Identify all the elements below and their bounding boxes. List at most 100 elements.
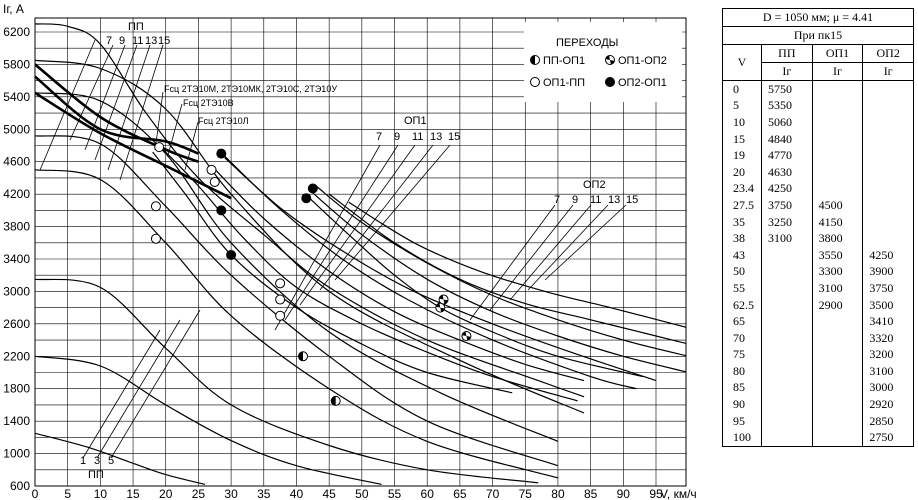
leader-line	[284, 144, 399, 321]
table-cell-current	[761, 379, 813, 397]
table-cell-current	[811, 163, 864, 181]
leader-line	[69, 44, 114, 141]
table-cell-current: 2750	[862, 429, 914, 448]
table-cell-current: 3100	[811, 280, 864, 297]
table-cell-v: 23.4	[722, 180, 762, 198]
table-cell-current: 4770	[761, 147, 813, 164]
leader-line	[319, 144, 434, 291]
table-cell-current: 4250	[761, 180, 813, 198]
table-row: 65 3410	[722, 313, 914, 330]
transition-point-filled	[216, 205, 227, 216]
y-tick-label: 3000	[3, 284, 30, 298]
transition-point-half	[330, 395, 341, 406]
legend-marker-half	[530, 55, 540, 65]
transition-point-open	[275, 310, 286, 321]
table-cell-current: 3750	[761, 197, 813, 214]
table-cell-current	[862, 163, 914, 181]
table-row: 50 3300 3900	[722, 263, 914, 281]
y-tick-label: 2600	[3, 317, 30, 331]
table-cell-v: 43	[722, 246, 762, 264]
table-cell-current: 5350	[761, 97, 813, 115]
table-cell-v: 70	[722, 329, 762, 347]
leader-line	[509, 204, 592, 301]
label-op1-position: 15	[448, 131, 460, 143]
curve-op2	[309, 197, 644, 378]
table-v-header: V	[722, 44, 762, 81]
table-row: 70 3320	[722, 329, 914, 347]
table-cell-current	[811, 379, 864, 397]
leader-line	[96, 319, 181, 459]
table-cell-current	[811, 412, 864, 430]
table-cell-current: 3300	[811, 263, 864, 281]
transition-point-open	[150, 233, 161, 244]
chart-grid	[34, 17, 687, 487]
table-cell-current: 4630	[761, 163, 813, 181]
table-cell-current: 2850	[862, 412, 914, 430]
x-tick-label: 90	[617, 487, 631, 500]
leader-line	[119, 44, 164, 181]
y-tick-label: 3400	[3, 252, 30, 266]
table-cell-current	[811, 130, 864, 148]
table-cell-current	[761, 246, 813, 264]
x-tick-label: 5	[64, 487, 71, 500]
label-op1-position: 13	[430, 131, 442, 143]
table-cell-current	[761, 296, 813, 314]
x-tick-label: 45	[322, 487, 336, 500]
table-cell-v: 85	[722, 379, 762, 397]
table-row: 10 5060	[722, 114, 914, 131]
axis-ticks: 0 5 10 15 20 25 30 35 40 45 50 55 60 65 70 75 80 85 90 9560…	[3, 2, 697, 500]
leader-line	[469, 204, 556, 321]
table-row: 38 3100 3800	[722, 230, 914, 247]
label-pp-position: 1	[80, 455, 86, 467]
table-cell-current: 4500	[811, 197, 864, 214]
y-tick-label: 6200	[3, 25, 30, 39]
leader-line	[299, 144, 416, 306]
table-cell-current	[811, 147, 864, 164]
table-row: 5 5350	[722, 97, 914, 115]
leader-line	[167, 103, 183, 156]
label-op1: ОП1	[404, 115, 427, 127]
label-pp-position: 13	[145, 35, 157, 47]
label-pp-position: 11	[132, 35, 143, 47]
table-cell-v: 35	[722, 213, 762, 231]
table-cell-current	[811, 429, 864, 448]
table-col-header-op1: ОП1	[811, 44, 864, 63]
x-tick-label: 60	[421, 487, 435, 500]
transition-point-filled	[226, 249, 237, 260]
legend-marker-filled	[605, 77, 615, 87]
x-tick-label: 55	[388, 487, 402, 500]
table-cell-current: 3100	[862, 363, 914, 380]
table-cell-current: 3750	[862, 280, 914, 297]
x-tick-label: 0	[32, 487, 39, 500]
table-cell-v: 75	[722, 346, 762, 364]
table-cell-current: 3500	[862, 296, 914, 314]
leader-line	[110, 309, 201, 459]
table-cell-current	[862, 80, 914, 98]
table-cell-current	[761, 280, 813, 297]
table-col-header-op2: ОП2	[862, 44, 914, 63]
chart-curves	[35, 23, 686, 485]
y-tick-label: 4200	[3, 187, 30, 201]
legend-item-label: ОП1-ОП2	[618, 55, 667, 67]
transition-point-cross	[435, 302, 446, 313]
table-cell-current: 3800	[811, 230, 864, 247]
table-cell-current	[761, 396, 813, 413]
table-cell-current: 3900	[862, 263, 914, 281]
label-pp-position: 3	[94, 455, 100, 467]
curve-op1	[211, 165, 585, 382]
table-cell-v: 19	[722, 147, 762, 164]
transition-point-cross	[461, 331, 472, 342]
table-cell-v: 95	[722, 412, 762, 430]
x-tick-label: 40	[290, 487, 304, 500]
label-op2-position: 9	[572, 194, 578, 206]
table-cell-current	[862, 230, 914, 247]
table-cell-current: 5750	[761, 80, 813, 98]
transition-point-filled	[301, 193, 312, 204]
table-body: 0 5750 5 5350 10 5060 15 4840 19 4770 20 4630 23.4 42…	[722, 80, 914, 448]
curve-op1	[158, 145, 578, 402]
x-tick-label: 95	[649, 487, 663, 500]
table-row: 75 3200	[722, 346, 914, 364]
label-pp-position: 7	[106, 35, 112, 47]
y-tick-label: 5400	[3, 90, 30, 104]
curve-pp-high	[35, 92, 559, 442]
